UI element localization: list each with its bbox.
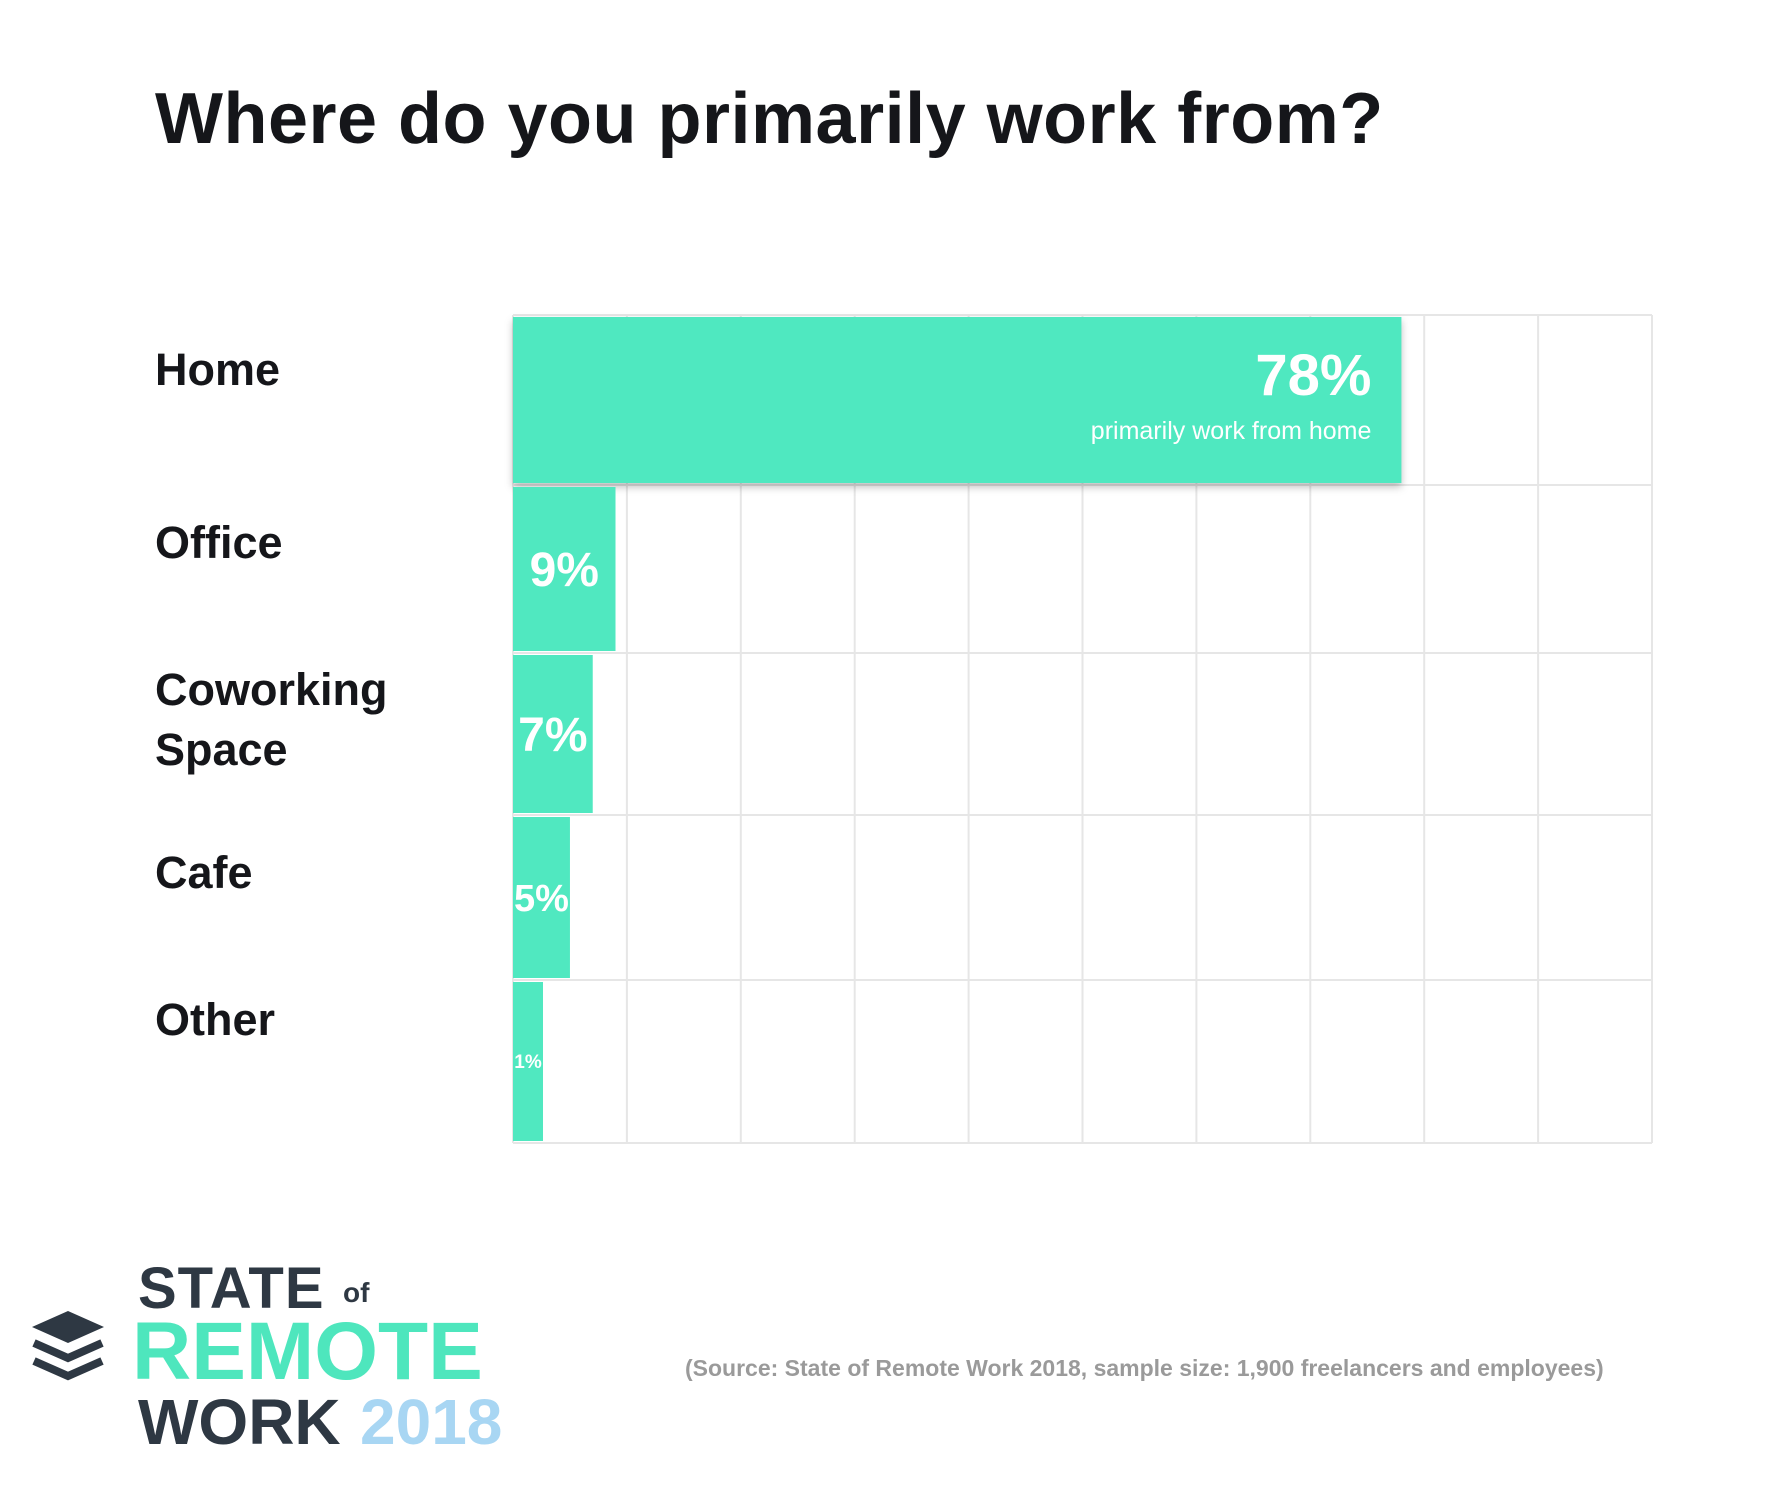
bar-chart: 78% primarily work from home 9% 7% 5% 1% [512, 314, 1653, 1144]
source-note: (Source: State of Remote Work 2018, samp… [685, 1355, 1604, 1381]
category-label-cafe: Cafe [155, 847, 253, 898]
chart-title: Where do you primarily work from? [155, 79, 1384, 159]
stacked-layers-icon [32, 1311, 104, 1381]
category-label-office: Office [155, 517, 283, 568]
bar-office [513, 487, 616, 651]
bar-cafe [513, 817, 570, 978]
state-of-remote-work-logo: STATE of REMOTE WORK 2018 [30, 1255, 530, 1458]
category-label-other: Other [155, 994, 276, 1045]
logo-work-text: WORK [138, 1386, 341, 1458]
bar-value-label: 5% [514, 878, 569, 920]
bar-coworking-space [513, 655, 593, 813]
logo-of-text: of [343, 1277, 370, 1308]
logo-state-text: STATE [138, 1256, 325, 1321]
bars: 78% primarily work from home 9% 7% 5% 1% [513, 317, 1402, 1141]
bar-value-label: 9% [530, 544, 599, 597]
bar-value-label: 7% [518, 709, 587, 762]
bar-other [513, 982, 543, 1141]
logo-year-text: 2018 [360, 1386, 503, 1458]
bar-value-label: 78% [1255, 343, 1371, 408]
category-label-home: Home [155, 344, 281, 395]
logo-remote-text: REMOTE [132, 1306, 483, 1397]
bar-annotation: primarily work from home [1091, 417, 1372, 445]
category-label-coworking-space: Coworking Space [155, 664, 388, 775]
bar-value-label: 1% [514, 1052, 542, 1073]
bar-home [513, 317, 1402, 483]
